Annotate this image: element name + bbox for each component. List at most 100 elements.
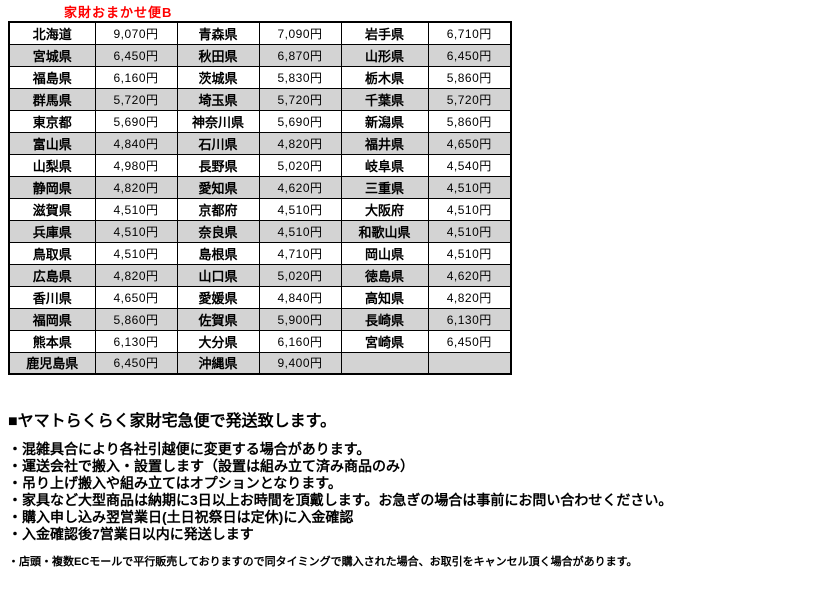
price-cell: 4,510円 xyxy=(258,197,342,221)
price-cell: 4,510円 xyxy=(427,241,512,265)
notes-heading: ■ヤマトらくらく家財宅急便で発送致します。 xyxy=(8,413,337,430)
price-cell: 4,510円 xyxy=(427,219,512,243)
prefecture-cell: 福井県 xyxy=(340,131,429,155)
shipping-price-table: 北海道 9,070円 青森県 7,090円 岩手県 6,710円 宮城県 6,4… xyxy=(8,21,512,375)
price-cell: 5,860円 xyxy=(427,65,512,89)
price-cell: 5,900円 xyxy=(258,307,342,331)
prefecture-cell: 福島県 xyxy=(8,65,96,89)
prefecture-cell: 沖縄県 xyxy=(176,351,260,375)
price-cell: 5,860円 xyxy=(427,109,512,133)
table-row: 富山県 4,840円 石川県 4,820円 福井県 4,650円 xyxy=(8,131,512,155)
price-cell: 4,510円 xyxy=(427,197,512,221)
prefecture-cell: 長野県 xyxy=(176,153,260,177)
price-cell: 4,820円 xyxy=(258,131,342,155)
page-title: 家財おまかせ便B xyxy=(64,5,173,20)
prefecture-cell: 大分県 xyxy=(176,329,260,353)
table-row: 福島県 6,160円 茨城県 5,830円 栃木県 5,860円 xyxy=(8,65,512,89)
prefecture-cell: 福岡県 xyxy=(8,307,96,331)
prefecture-cell: 島根県 xyxy=(176,241,260,265)
price-cell: 4,510円 xyxy=(94,241,178,265)
table-row: 東京都 5,690円 神奈川県 5,690円 新潟県 5,860円 xyxy=(8,109,512,133)
note-bullet: ・吊り上げ搬入や組み立てはオプションとなります。 xyxy=(8,475,342,491)
price-cell: 6,450円 xyxy=(94,351,178,375)
price-cell: 4,620円 xyxy=(258,175,342,199)
price-cell: 4,840円 xyxy=(94,131,178,155)
note-bullet: ・混雑具合により各社引越便に変更する場合があります。 xyxy=(8,441,371,457)
table-row: 群馬県 5,720円 埼玉県 5,720円 千葉県 5,720円 xyxy=(8,87,512,111)
prefecture-cell: 岡山県 xyxy=(340,241,429,265)
prefecture-cell: 青森県 xyxy=(176,21,260,45)
prefecture-cell: 静岡県 xyxy=(8,175,96,199)
table-row: 福岡県 5,860円 佐賀県 5,900円 長崎県 6,130円 xyxy=(8,307,512,331)
table-row: 北海道 9,070円 青森県 7,090円 岩手県 6,710円 xyxy=(8,21,512,45)
price-cell: 5,720円 xyxy=(258,87,342,111)
prefecture-cell: 山口県 xyxy=(176,263,260,287)
prefecture-cell: 北海道 xyxy=(8,21,96,45)
price-cell: 6,710円 xyxy=(427,21,512,45)
price-table-body: 北海道 9,070円 青森県 7,090円 岩手県 6,710円 宮城県 6,4… xyxy=(8,21,512,375)
price-cell: 6,870円 xyxy=(258,43,342,67)
price-cell: 6,450円 xyxy=(427,43,512,67)
price-cell: 6,450円 xyxy=(94,43,178,67)
prefecture-cell: 石川県 xyxy=(176,131,260,155)
prefecture-cell: 群馬県 xyxy=(8,87,96,111)
prefecture-cell: 徳島県 xyxy=(340,263,429,287)
prefecture-cell: 岐阜県 xyxy=(340,153,429,177)
note-bullet: ・購入申し込み翌営業日(土日祝祭日は定休)に入金確認 xyxy=(8,509,354,525)
prefecture-cell: 滋賀県 xyxy=(8,197,96,221)
price-cell: 4,820円 xyxy=(94,175,178,199)
prefecture-cell: 愛媛県 xyxy=(176,285,260,309)
price-cell: 6,160円 xyxy=(94,65,178,89)
prefecture-cell: 熊本県 xyxy=(8,329,96,353)
price-cell: 4,820円 xyxy=(94,263,178,287)
table-row: 鹿児島県 6,450円 沖縄県 9,400円 xyxy=(8,351,512,375)
prefecture-cell: 埼玉県 xyxy=(176,87,260,111)
prefecture-cell: 秋田県 xyxy=(176,43,260,67)
prefecture-cell: 奈良県 xyxy=(176,219,260,243)
fine-print-note: ・店頭・複数ECモールで平行販売しておりますので同タイミングで購入された場合、お… xyxy=(8,556,638,568)
price-cell xyxy=(427,351,512,375)
price-cell: 4,710円 xyxy=(258,241,342,265)
table-row: 宮城県 6,450円 秋田県 6,870円 山形県 6,450円 xyxy=(8,43,512,67)
price-cell: 6,160円 xyxy=(258,329,342,353)
table-row: 兵庫県 4,510円 奈良県 4,510円 和歌山県 4,510円 xyxy=(8,219,512,243)
price-cell: 4,510円 xyxy=(258,219,342,243)
price-cell: 4,510円 xyxy=(427,175,512,199)
note-bullet: ・入金確認後7営業日以内に発送します xyxy=(8,526,254,542)
price-cell: 5,690円 xyxy=(258,109,342,133)
price-cell: 4,540円 xyxy=(427,153,512,177)
table-row: 滋賀県 4,510円 京都府 4,510円 大阪府 4,510円 xyxy=(8,197,512,221)
price-cell: 4,620円 xyxy=(427,263,512,287)
prefecture-cell: 岩手県 xyxy=(340,21,429,45)
prefecture-cell: 山梨県 xyxy=(8,153,96,177)
shipping-notes: ■ヤマトらくらく家財宅急便で発送致します。 ・混雑具合により各社引越便に変更する… xyxy=(8,412,816,569)
prefecture-cell: 鹿児島県 xyxy=(8,351,96,375)
prefecture-cell: 愛知県 xyxy=(176,175,260,199)
prefecture-cell: 京都府 xyxy=(176,197,260,221)
price-cell: 4,840円 xyxy=(258,285,342,309)
price-cell: 5,830円 xyxy=(258,65,342,89)
prefecture-cell: 栃木県 xyxy=(340,65,429,89)
table-row: 鳥取県 4,510円 島根県 4,710円 岡山県 4,510円 xyxy=(8,241,512,265)
price-cell: 6,130円 xyxy=(427,307,512,331)
price-cell: 5,720円 xyxy=(94,87,178,111)
price-cell: 4,820円 xyxy=(427,285,512,309)
price-cell: 5,020円 xyxy=(258,263,342,287)
prefecture-cell: 東京都 xyxy=(8,109,96,133)
price-cell: 5,860円 xyxy=(94,307,178,331)
price-cell: 4,980円 xyxy=(94,153,178,177)
prefecture-cell: 神奈川県 xyxy=(176,109,260,133)
table-row: 熊本県 6,130円 大分県 6,160円 宮崎県 6,450円 xyxy=(8,329,512,353)
prefecture-cell: 長崎県 xyxy=(340,307,429,331)
prefecture-cell: 香川県 xyxy=(8,285,96,309)
prefecture-cell: 広島県 xyxy=(8,263,96,287)
table-row: 香川県 4,650円 愛媛県 4,840円 高知県 4,820円 xyxy=(8,285,512,309)
prefecture-cell: 新潟県 xyxy=(340,109,429,133)
prefecture-cell: 三重県 xyxy=(340,175,429,199)
price-cell: 6,450円 xyxy=(427,329,512,353)
prefecture-cell: 山形県 xyxy=(340,43,429,67)
price-cell: 9,070円 xyxy=(94,21,178,45)
note-bullet: ・家具など大型商品は納期に3日以上お時間を頂戴します。お急ぎの場合は事前にお問い… xyxy=(8,492,673,508)
table-row: 静岡県 4,820円 愛知県 4,620円 三重県 4,510円 xyxy=(8,175,512,199)
